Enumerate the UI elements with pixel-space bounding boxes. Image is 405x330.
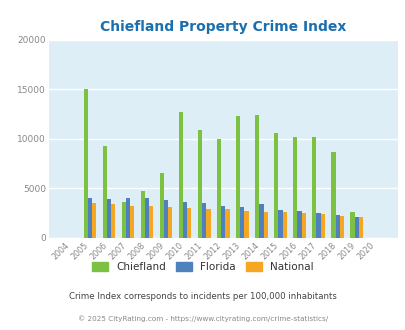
Bar (206, 209, 210, 238)
Bar (87, 199, 92, 238)
Bar (339, 216, 343, 238)
Bar (297, 211, 301, 238)
Bar (126, 198, 130, 238)
Bar (164, 200, 168, 238)
Bar (320, 214, 324, 238)
Bar (315, 213, 320, 238)
Bar (83, 89, 87, 238)
Bar (254, 115, 259, 238)
Bar (130, 206, 134, 238)
Bar (273, 133, 278, 238)
Bar (311, 137, 315, 238)
Bar (187, 209, 191, 238)
Bar (354, 217, 358, 238)
Bar (183, 202, 187, 238)
Bar (92, 203, 96, 238)
Bar (160, 173, 164, 238)
Bar (350, 212, 354, 238)
Bar (217, 139, 221, 238)
Title: Chiefland Property Crime Index: Chiefland Property Crime Index (100, 20, 345, 34)
Text: © 2025 CityRating.com - https://www.cityrating.com/crime-statistics/: © 2025 CityRating.com - https://www.city… (78, 315, 327, 322)
Bar (335, 215, 339, 238)
Bar (240, 207, 244, 238)
Bar (292, 137, 297, 238)
Bar (282, 213, 286, 238)
Legend: Chiefland, Florida, National: Chiefland, Florida, National (88, 258, 317, 276)
Bar (358, 217, 362, 238)
Bar (111, 204, 115, 238)
Bar (259, 204, 263, 238)
Bar (168, 208, 172, 238)
Bar (330, 152, 335, 238)
Bar (244, 211, 248, 238)
Bar (145, 198, 149, 238)
Text: Crime Index corresponds to incidents per 100,000 inhabitants: Crime Index corresponds to incidents per… (69, 292, 336, 301)
Bar (102, 146, 107, 238)
Bar (225, 209, 229, 238)
Bar (198, 130, 202, 238)
Bar (278, 210, 282, 238)
Bar (179, 112, 183, 238)
Bar (202, 203, 206, 238)
Bar (141, 191, 145, 238)
Bar (235, 116, 240, 238)
Bar (301, 214, 305, 238)
Bar (149, 207, 153, 238)
Bar (263, 212, 267, 238)
Bar (221, 206, 225, 238)
Bar (107, 199, 111, 238)
Bar (122, 202, 126, 238)
